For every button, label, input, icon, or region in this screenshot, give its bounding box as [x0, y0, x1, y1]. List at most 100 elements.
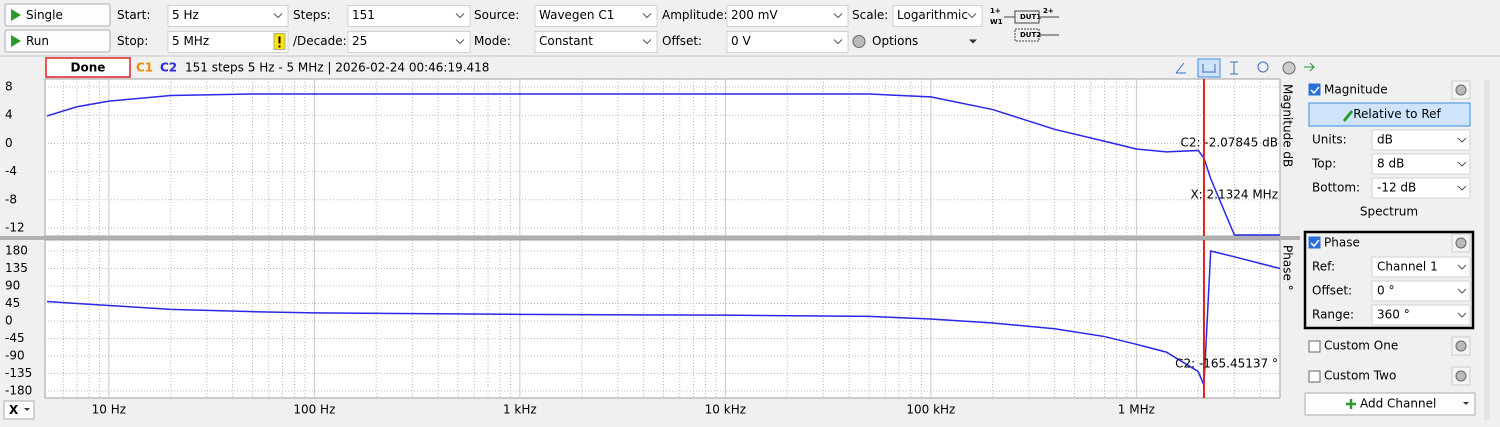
field-value: 5 Hz — [172, 8, 199, 22]
combo-box[interactable] — [726, 31, 849, 53]
y-tick-label: -90 — [5, 349, 25, 363]
combo-box[interactable] — [1371, 256, 1471, 278]
combo-box[interactable] — [1371, 153, 1471, 175]
group-title: Phase — [1324, 236, 1360, 250]
checkbox[interactable] — [1308, 370, 1321, 383]
diagram-label: DUT1 — [1020, 13, 1041, 21]
button-label: Add Channel — [1360, 397, 1436, 411]
dut-wires — [1004, 16, 1059, 36]
plot-tools[interactable] — [1175, 58, 1315, 78]
setting-label: Ref: — [1312, 260, 1335, 274]
x-menu-button[interactable] — [3, 400, 35, 420]
y-tick-label: -180 — [5, 384, 32, 398]
pen-icon — [1342, 110, 1354, 122]
combo-box[interactable] — [534, 31, 658, 53]
phase-plot-area — [44, 239, 1281, 399]
cursor-value: C2: -2.07845 dB — [1181, 136, 1279, 150]
plus-icon — [1346, 399, 1356, 409]
group-title: Magnitude — [1324, 83, 1388, 97]
tool-icon — [1257, 61, 1269, 73]
setting-value: 360 ° — [1377, 308, 1410, 322]
y-tick-label: -8 — [5, 192, 17, 206]
combo-box[interactable] — [1371, 280, 1471, 302]
combo-box[interactable] — [892, 5, 983, 27]
settings-icon — [1455, 370, 1467, 382]
dropdown-arrow — [833, 39, 843, 45]
combo-box[interactable] — [1371, 177, 1471, 199]
button-label: Single — [26, 8, 63, 22]
field-label: /Decade: — [293, 34, 347, 48]
checkbox[interactable] — [1308, 340, 1321, 353]
options-menu[interactable]: Options — [872, 34, 918, 48]
field-value: Logarithmic — [897, 8, 968, 22]
y-tick-label: -45 — [5, 331, 25, 345]
magnitude-plot-area — [44, 78, 1281, 237]
setting-label: Range: — [1312, 308, 1354, 322]
y-tick-label: 90 — [5, 279, 20, 293]
dropdown-arrow — [833, 13, 843, 19]
field-label: Stop: — [117, 34, 148, 48]
combo-box[interactable] — [726, 5, 849, 27]
status-info: 151 steps 5 Hz - 5 MHz | 2026-02-24 00:4… — [185, 61, 489, 75]
options-icon — [852, 35, 866, 48]
setting-label: Offset: — [1312, 284, 1352, 298]
field-label: Offset: — [662, 34, 702, 48]
status-box — [45, 57, 131, 78]
button-label: Run — [26, 34, 49, 48]
combo-box[interactable] — [1371, 304, 1471, 326]
splitter — [0, 236, 1300, 240]
field-label: Steps: — [293, 8, 331, 22]
toolbar-button[interactable] — [4, 3, 111, 27]
y-tick-label: 8 — [5, 80, 13, 94]
tool-icon — [1282, 61, 1296, 75]
toolbar-button[interactable] — [4, 29, 111, 53]
relative-button[interactable] — [1308, 102, 1471, 127]
field-label: Mode: — [474, 34, 511, 48]
status-state: Done — [71, 61, 106, 75]
x-menu-label: X — [9, 403, 19, 417]
combo-box[interactable] — [167, 31, 289, 53]
diagram-label: DUT2 — [1020, 31, 1041, 39]
x-tick-label: 1 MHz — [1118, 403, 1155, 417]
dropdown-arrow — [455, 39, 465, 45]
tool-button[interactable] — [1197, 58, 1221, 78]
diagram-label: 2+ — [1043, 7, 1054, 15]
combo-box[interactable] — [167, 5, 289, 27]
custom-channel: Custom Two — [1324, 369, 1396, 383]
checkbox[interactable] — [1308, 236, 1321, 249]
x-tick-label: 10 kHz — [705, 403, 746, 417]
dropdown-arrow — [1463, 402, 1469, 405]
add-channel-button[interactable] — [1304, 392, 1476, 416]
setting-value: dB — [1377, 133, 1393, 147]
combo-box[interactable] — [534, 5, 658, 27]
channel-tag: C1 — [136, 61, 153, 75]
field-label: Amplitude: — [662, 8, 728, 22]
dropdown-arrow — [642, 39, 652, 45]
combo-box[interactable] — [1371, 129, 1471, 151]
button-label: Relative to Ref — [1353, 107, 1441, 121]
y-tick-label: 4 — [5, 108, 13, 122]
dropdown-arrow — [24, 408, 30, 411]
field-label: Source: — [474, 8, 519, 22]
dropdown-arrow — [969, 39, 977, 44]
cursor-value: C2: -165.45137 ° — [1175, 357, 1278, 371]
combo-box[interactable] — [347, 5, 471, 27]
channel-tag: C2 — [160, 61, 177, 75]
play-icon — [11, 9, 21, 21]
phase-group — [1303, 230, 1475, 330]
tool-icon — [1175, 62, 1186, 74]
field-value: 151 — [352, 8, 375, 22]
tool-icon — [1202, 64, 1216, 73]
checkbox[interactable] — [1308, 83, 1321, 96]
diagram-label: 1+ — [990, 7, 1001, 15]
y-tick-label: 0 — [5, 314, 13, 328]
field-label: Scale: — [852, 8, 888, 22]
combo-box[interactable] — [347, 31, 471, 53]
y-tick-label: 0 — [5, 136, 13, 150]
y-tick-label: 45 — [5, 296, 20, 310]
spectrum-label: Spectrum — [1360, 205, 1418, 219]
dropdown-arrow — [273, 13, 283, 19]
setting-value: 0 ° — [1377, 284, 1394, 298]
dropdown-arrow — [455, 13, 465, 19]
